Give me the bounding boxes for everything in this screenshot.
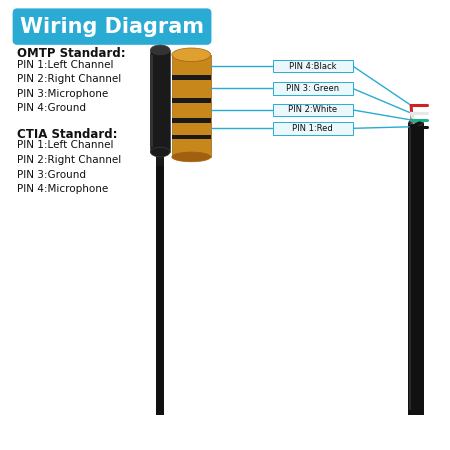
Text: PIN 3: Green: PIN 3: Green — [286, 84, 339, 93]
Bar — [156, 152, 164, 166]
Text: PIN 1:Left Channel: PIN 1:Left Channel — [17, 60, 114, 70]
Text: PIN 4:Ground: PIN 4:Ground — [17, 104, 86, 113]
FancyBboxPatch shape — [273, 122, 353, 135]
Text: PIN 1:Red: PIN 1:Red — [292, 124, 333, 133]
Bar — [150, 55, 153, 147]
Text: PIN 2:Right Channel: PIN 2:Right Channel — [17, 155, 122, 165]
Text: PIN 2:Right Channel: PIN 2:Right Channel — [17, 74, 122, 84]
Text: PIN 3:Microphone: PIN 3:Microphone — [17, 89, 108, 99]
Ellipse shape — [408, 119, 424, 127]
Bar — [156, 166, 164, 414]
Text: PIN 4:Black: PIN 4:Black — [289, 62, 337, 71]
Text: OMTP Standard:: OMTP Standard: — [17, 47, 126, 60]
Bar — [172, 75, 211, 80]
FancyBboxPatch shape — [273, 104, 353, 116]
Ellipse shape — [150, 147, 170, 157]
Bar — [150, 50, 170, 152]
Text: PIN 3:Ground: PIN 3:Ground — [17, 170, 86, 180]
Text: CTIA Standard:: CTIA Standard: — [17, 128, 118, 141]
Text: Wiring Diagram: Wiring Diagram — [19, 17, 203, 36]
Ellipse shape — [150, 45, 170, 55]
Ellipse shape — [172, 48, 211, 62]
Text: PIN 1:Left Channel: PIN 1:Left Channel — [17, 140, 114, 150]
Bar — [172, 135, 211, 140]
Bar — [408, 123, 424, 414]
FancyBboxPatch shape — [273, 60, 353, 72]
Bar — [172, 118, 211, 123]
Bar — [409, 128, 411, 410]
FancyBboxPatch shape — [14, 9, 211, 44]
Text: PIN 4:Microphone: PIN 4:Microphone — [17, 184, 108, 194]
Bar — [172, 55, 211, 157]
FancyBboxPatch shape — [273, 82, 353, 95]
Bar — [172, 98, 211, 103]
Text: PIN 2:White: PIN 2:White — [288, 105, 338, 114]
Ellipse shape — [172, 152, 211, 162]
